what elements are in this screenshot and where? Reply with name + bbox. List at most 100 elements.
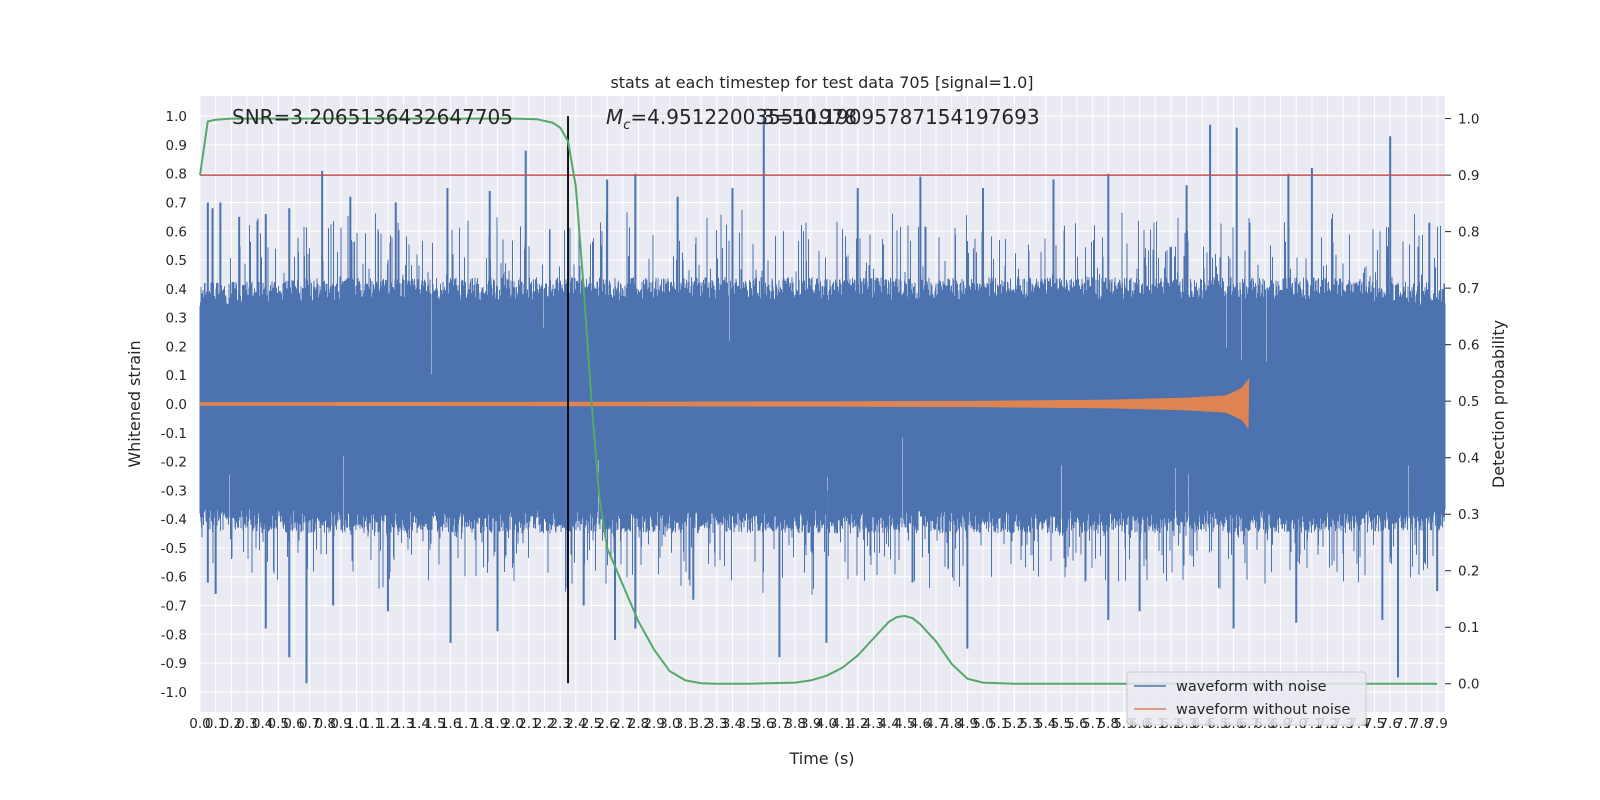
x-tick-label: 3.1: [675, 716, 696, 732]
x-tick-label: 2.3: [549, 716, 570, 732]
y-tick-label-left: -0.8: [161, 627, 187, 643]
x-tick-label: 2.6: [596, 716, 617, 732]
x-tick-label: 0.8: [315, 716, 336, 732]
chart-title: stats at each timestep for test data 705…: [610, 73, 1033, 92]
x-tick-label: 0.4: [252, 716, 273, 732]
x-tick-label: 1.2: [377, 716, 398, 732]
y-tick-label-left: 0.6: [166, 224, 187, 240]
x-tick-label: 4.6: [910, 716, 931, 732]
x-tick-label: 4.1: [831, 716, 852, 732]
x-tick-label: 0.1: [205, 716, 226, 732]
y-tick-label-right: 0.5: [1458, 394, 1479, 410]
y-tick-label-left: -0.2: [161, 455, 187, 471]
y-tick-label-left: 0.2: [166, 339, 187, 355]
y-tick-label-right: 0.2: [1458, 564, 1479, 580]
x-tick-label: 5.5: [1051, 716, 1072, 732]
x-tick-label: 0.9: [330, 716, 351, 732]
x-tick-label: 4.2: [847, 716, 868, 732]
x-tick-label: 3.8: [784, 716, 805, 732]
x-tick-label: 2.8: [628, 716, 649, 732]
y-tick-label-right: 0.8: [1458, 225, 1479, 241]
y-tick-label-left: -0.9: [161, 656, 187, 672]
x-tick-label: 5.7: [1082, 716, 1103, 732]
y-tick-label-right: 0.7: [1458, 281, 1479, 297]
x-tick-label: 4.0: [816, 716, 837, 732]
x-tick-label: 7.9: [1426, 716, 1447, 732]
x-axis-label: Time (s): [788, 749, 854, 768]
y-tick-label-left: 0.5: [166, 253, 187, 269]
x-tick-label: 7.7: [1395, 716, 1416, 732]
x-tick-label: 1.0: [346, 716, 367, 732]
y-tick-label-left: 1.0: [166, 109, 187, 125]
y-axis-label-left: Whitened strain: [125, 340, 144, 467]
x-tick-label: 2.0: [502, 716, 523, 732]
x-tick-label: 0.6: [283, 716, 304, 732]
y-tick-label-left: -1.0: [161, 685, 187, 701]
x-tick-label: 5.6: [1066, 716, 1087, 732]
x-tick-label: 2.9: [643, 716, 664, 732]
y-tick-label-left: 0.7: [166, 196, 187, 212]
legend-label-noise: waveform with noise: [1176, 679, 1327, 695]
y-tick-label-left: -0.3: [161, 483, 187, 499]
x-tick-label: 2.7: [612, 716, 633, 732]
x-tick-label: 3.4: [722, 716, 743, 732]
x-tick-label: 4.4: [878, 716, 899, 732]
x-tick-label: 5.8: [1098, 716, 1119, 732]
x-tick-label: 3.9: [800, 716, 821, 732]
x-tick-label: 4.3: [863, 716, 884, 732]
y-tick-label-left: -0.1: [161, 426, 187, 442]
y-tick-label-left: -0.4: [161, 512, 187, 528]
x-tick-label: 3.0: [659, 716, 680, 732]
y-tick-label-left: -0.5: [161, 541, 187, 557]
legend-label-clean: waveform without noise: [1176, 702, 1350, 718]
legend: waveform with noise waveform without noi…: [1126, 671, 1367, 726]
x-tick-label: 0.0: [189, 716, 210, 732]
x-tick-label: 1.1: [362, 716, 383, 732]
y-tick-label-right: 1.0: [1458, 112, 1479, 128]
overlap-annotation: 3=50.19095787154197693: [762, 105, 1040, 129]
y-tick-label-left: -0.7: [161, 598, 187, 614]
y-tick-label-left: 0.3: [166, 311, 187, 327]
chirp-mass-value: =4.951220035511978: [630, 105, 857, 129]
y-tick-label-right: 0.6: [1458, 338, 1479, 354]
x-tick-label: 1.8: [471, 716, 492, 732]
x-tick-label: 5.3: [1019, 716, 1040, 732]
x-tick-label: 7.8: [1411, 716, 1432, 732]
y-tick-label-left: 0.1: [166, 368, 187, 384]
y-tick-label-left: -0.6: [161, 570, 187, 586]
x-tick-label: 3.3: [706, 716, 727, 732]
snr-annotation: SNR=3.2065136432647705: [232, 105, 513, 129]
x-tick-label: 2.1: [518, 716, 539, 732]
x-tick-label: 3.6: [753, 716, 774, 732]
chirp-mass-symbol: M: [606, 105, 623, 129]
x-tick-label: 2.2: [534, 716, 555, 732]
x-tick-label: 0.7: [299, 716, 320, 732]
x-tick-label: 0.2: [221, 716, 242, 732]
x-tick-label: 3.2: [690, 716, 711, 732]
y-tick-label-left: 0.4: [166, 282, 187, 298]
x-tick-label: 4.8: [941, 716, 962, 732]
x-tick-label: 4.7: [925, 716, 946, 732]
x-tick-label: 3.7: [769, 716, 790, 732]
x-tick-label: 1.3: [393, 716, 414, 732]
x-tick-label: 1.6: [440, 716, 461, 732]
x-tick-label: 1.5: [424, 716, 445, 732]
x-tick-label: 5.4: [1035, 716, 1056, 732]
x-tick-label: 1.9: [487, 716, 508, 732]
x-tick-label: 4.9: [957, 716, 978, 732]
y-tick-label-right: 0.1: [1458, 620, 1479, 636]
chirp-mass-subscript: c: [623, 118, 630, 133]
chirp-mass-annotation: Mc=4.951220035511978: [606, 105, 857, 133]
detection-probability-line: [199, 117, 1438, 685]
y-tick-label-right: 0.3: [1458, 507, 1479, 523]
x-tick-label: 7.6: [1379, 716, 1400, 732]
x-tick-label: 0.5: [268, 716, 289, 732]
x-tick-label: 1.4: [409, 716, 430, 732]
y-tick-label-left: 0.0: [166, 397, 187, 413]
x-tick-label: 2.4: [565, 716, 586, 732]
legend-box: [1126, 671, 1367, 726]
x-tick-label: 2.5: [581, 716, 602, 732]
x-tick-label: 5.0: [972, 716, 993, 732]
y-tick-label-right: 0.9: [1458, 168, 1479, 184]
